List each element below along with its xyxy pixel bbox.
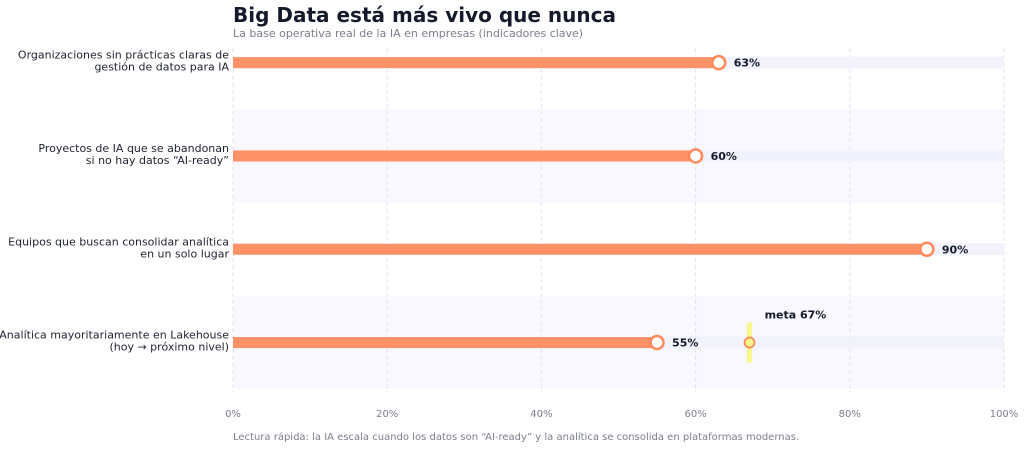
bar [233,337,658,349]
category-label: Organizaciones sin prácticas claras de [18,49,229,62]
bar-end-marker [649,334,665,351]
category-label: Proyectos de IA que se abandonan [38,142,229,155]
bar-end-marker [710,54,727,71]
bar [233,150,696,162]
bar-end-marker [687,148,704,164]
value-label: 55% [672,337,698,350]
category-label: Equipos que buscan consolidar analítica [8,235,229,248]
bar [233,243,927,255]
chart-subtitle: La base operativa real de la IA en empre… [233,27,584,40]
target-label: meta 67% [765,309,827,322]
category-label: gestión de datos para IA [94,61,229,74]
category-label: en un solo lugar [140,247,229,260]
x-tick-label: 20% [376,409,398,420]
value-label: 60% [711,150,737,163]
chart-title: Big Data está más vivo que nunca [233,3,616,27]
category-label: (hoy → próximo nivel) [109,341,229,354]
category-label: si no hay datos “AI-ready” [86,154,229,167]
chart-footer: Lectura rápida: la IA escala cuando los … [233,432,800,443]
x-tick-label: 60% [684,409,706,420]
category-label: Analítica mayoritariamente en Lakehouse [0,329,229,342]
x-tick-label: 0% [225,409,241,420]
bar-end-marker [919,241,935,257]
target-marker [743,336,756,349]
bar [233,57,719,69]
value-label: 90% [942,243,968,256]
x-tick-label: 80% [839,409,861,420]
x-tick-label: 40% [530,409,552,420]
value-label: 63% [734,57,760,70]
x-tick-label: 100% [990,409,1019,420]
